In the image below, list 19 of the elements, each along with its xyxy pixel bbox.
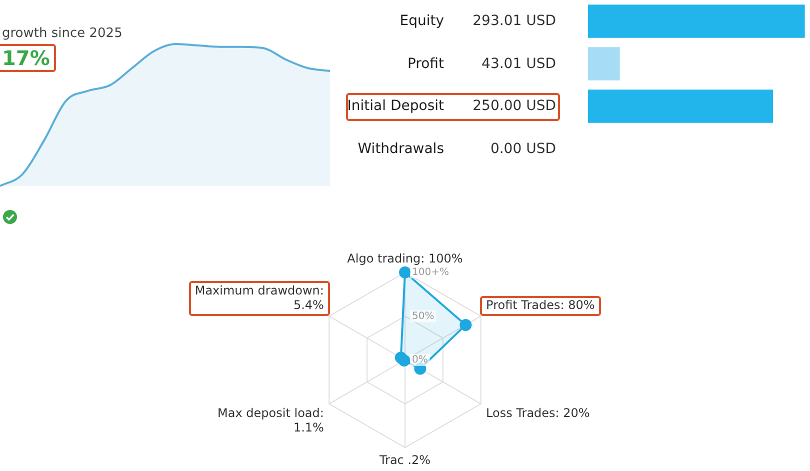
category-label: Initial Deposit	[347, 98, 444, 114]
category-label: Profit	[407, 56, 444, 72]
spoke-label: Loss Trades: 20%	[486, 406, 590, 420]
chart-title: growth since 2025	[2, 26, 122, 41]
data-label: 293.01 USD	[472, 12, 556, 31]
spoke-label: Max deposit load: 1.1%	[218, 406, 324, 435]
spoke-label: Trac .2%	[378, 452, 431, 467]
annotation: 17%	[0, 44, 56, 72]
data-label: 0.00 USD	[489, 140, 556, 158]
data-label: 250.00 USD	[472, 97, 556, 116]
spoke-label: Profit Trades: 80%	[486, 298, 595, 312]
category-label: Equity	[400, 13, 444, 29]
spoke-label: Algo trading: 100%	[347, 251, 463, 266]
spoke-label: Maximum drawdown: 5.4%	[194, 284, 324, 312]
y-tick-label: 100+%	[412, 266, 449, 278]
data-label: 43.01 USD	[480, 54, 556, 74]
y-tick-label: 50%	[412, 310, 434, 322]
category-label: Withdrawals	[358, 140, 444, 156]
y-tick-label: 0%	[412, 354, 428, 366]
